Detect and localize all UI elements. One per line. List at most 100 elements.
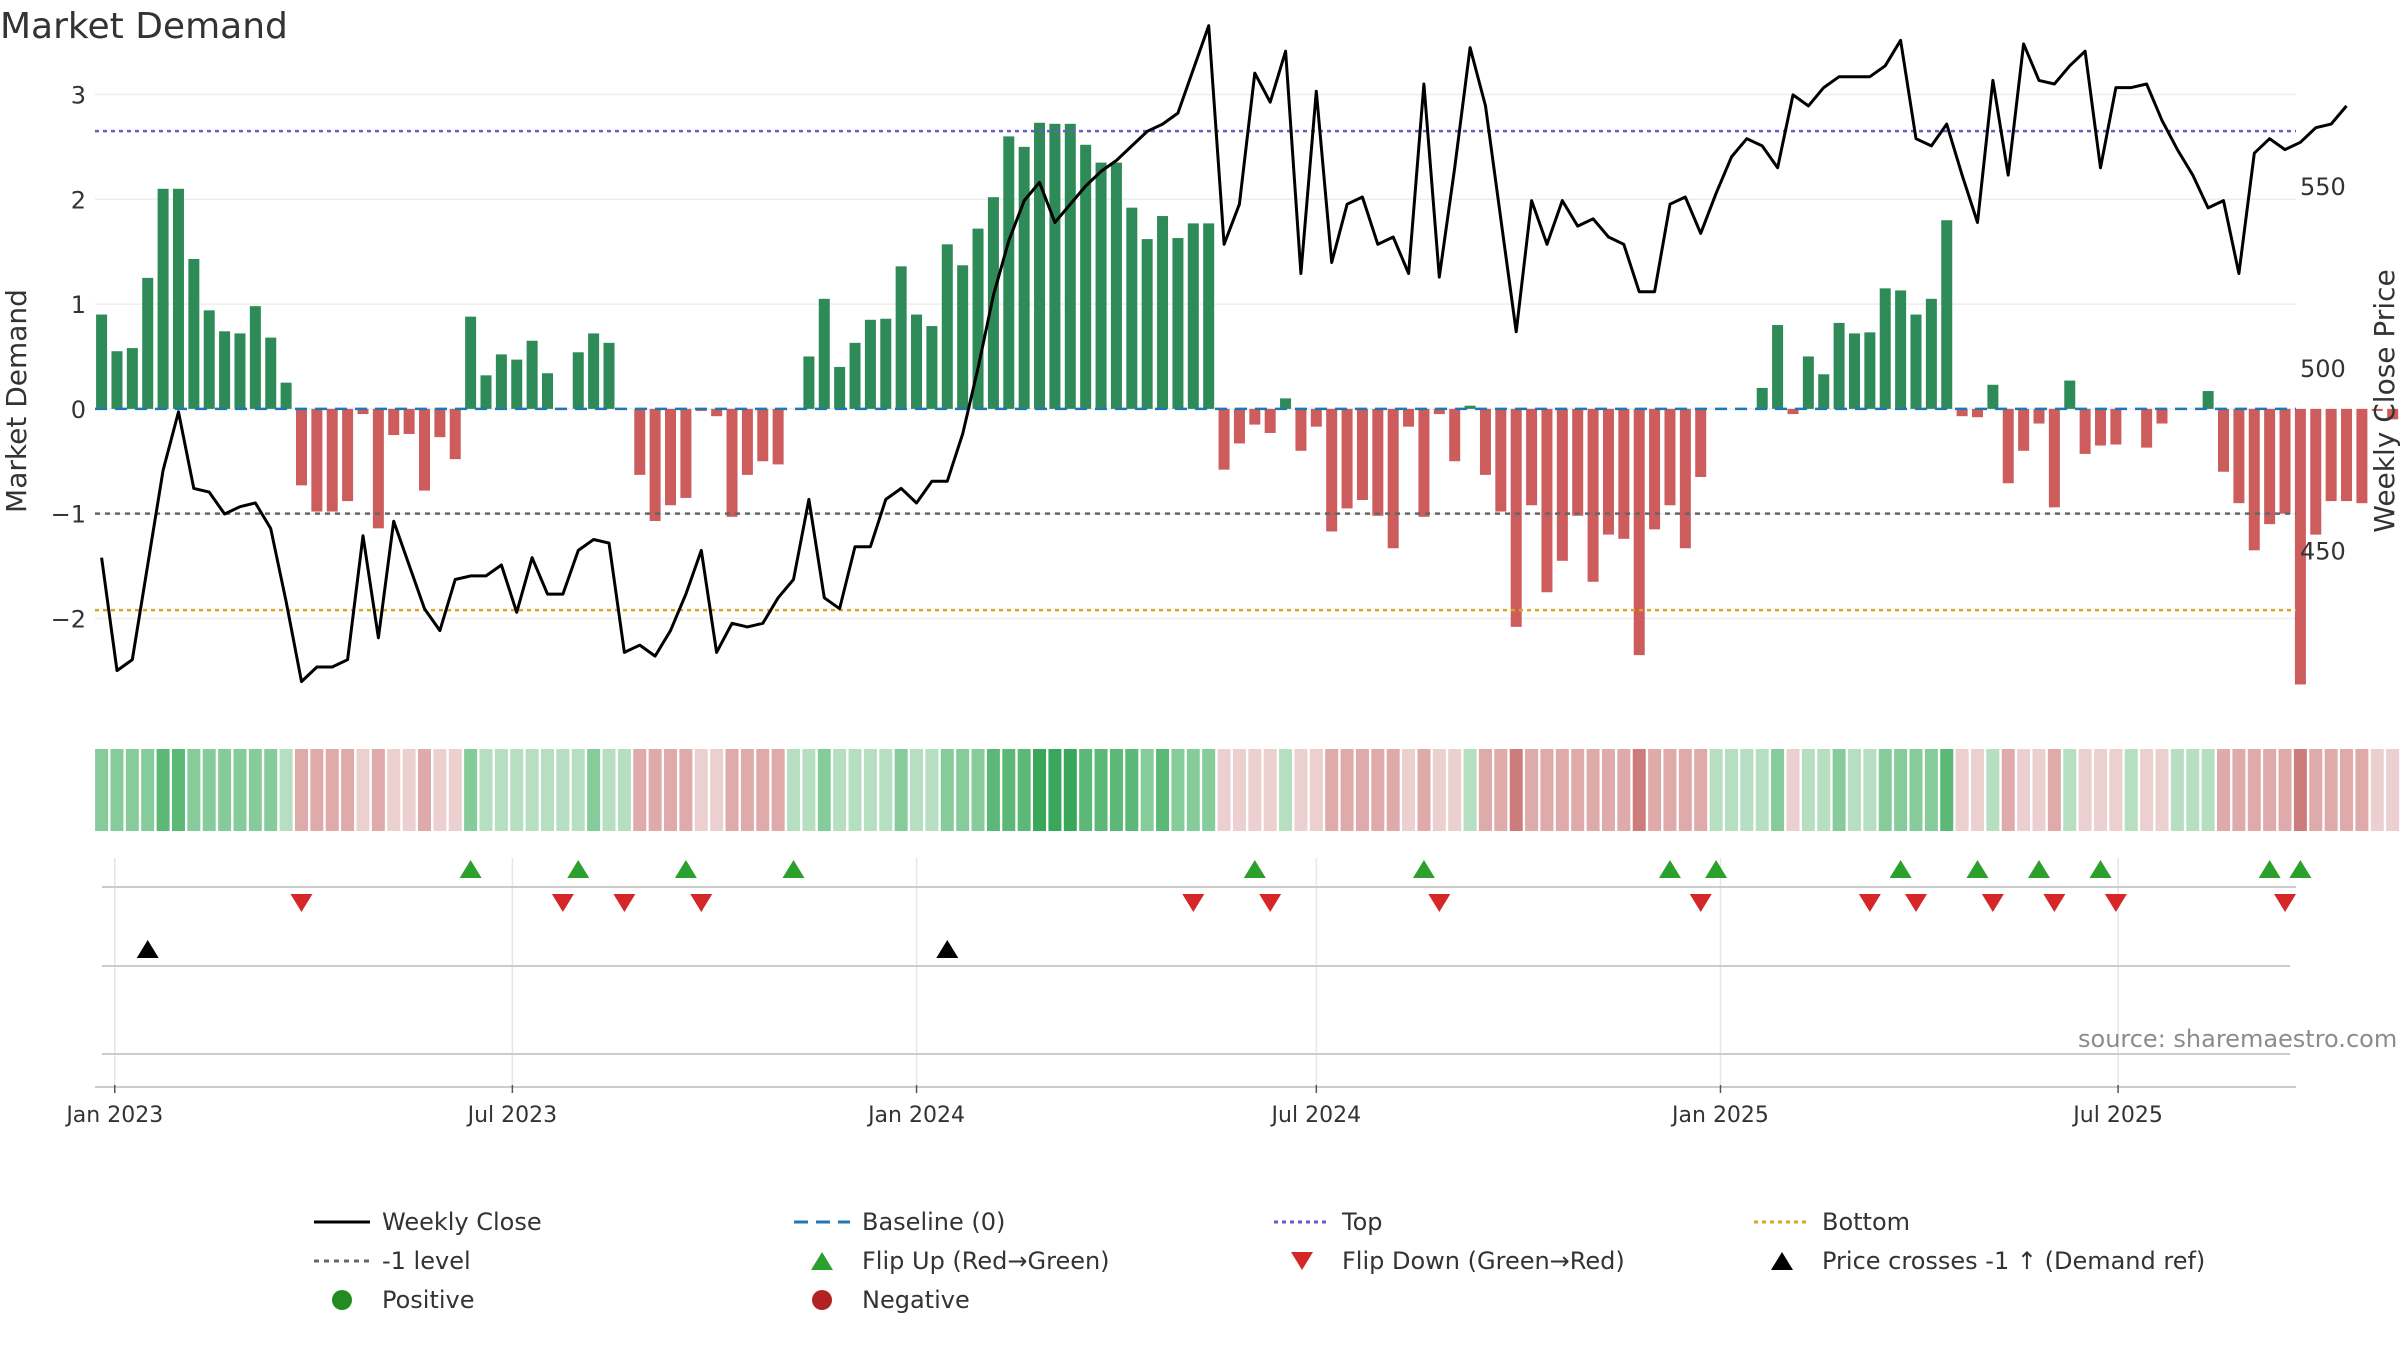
negative-bar bbox=[649, 408, 661, 521]
positive-bar bbox=[1110, 162, 1122, 409]
regime-cell bbox=[1279, 749, 1293, 831]
negative-bar bbox=[1679, 408, 1691, 549]
x-tick-label: Jan 2023 bbox=[64, 1103, 163, 1128]
weekly-close-line bbox=[100, 24, 2348, 684]
chart-title: Market Demand bbox=[0, 6, 288, 47]
regime-cell bbox=[294, 749, 308, 831]
regime-cell bbox=[1847, 749, 1861, 831]
regime-cell bbox=[2201, 749, 2215, 831]
negative-bar bbox=[1372, 408, 1384, 516]
x-axis: Jan 2023 Jul 2023 Jan 2024 Jul 2024 Jan 2025… bbox=[64, 1085, 2163, 1128]
negative-bar bbox=[741, 408, 753, 475]
regime-cell bbox=[1832, 749, 1846, 831]
regime-cell bbox=[1694, 749, 1708, 831]
negative-bar bbox=[1971, 408, 1983, 418]
regime-cell bbox=[1478, 749, 1492, 831]
y-tick-label: 0 bbox=[71, 396, 86, 424]
regime-cell bbox=[464, 749, 478, 831]
regime-cell bbox=[1678, 749, 1692, 831]
flip-down-marker bbox=[2043, 894, 2066, 912]
regime-cell bbox=[2017, 749, 2031, 831]
x-tick-label: Jul 2024 bbox=[1270, 1103, 1362, 1128]
positive-bar bbox=[126, 348, 138, 409]
positive-bar bbox=[1203, 223, 1215, 409]
regime-cell bbox=[587, 749, 601, 831]
negative-bar bbox=[1356, 408, 1368, 501]
regime-cell bbox=[1048, 749, 1062, 831]
y-axis-title: Market Demand bbox=[0, 289, 33, 513]
regime-cell bbox=[1555, 749, 1569, 831]
regime-cell bbox=[1601, 749, 1615, 831]
positive-bar bbox=[465, 316, 477, 409]
regime-cell bbox=[1063, 749, 1077, 831]
positive-bar bbox=[849, 342, 861, 409]
positive-bar bbox=[1925, 298, 1937, 409]
regime-cell bbox=[602, 749, 616, 831]
negative-bar bbox=[2018, 408, 2030, 451]
y-tick-label: −1 bbox=[51, 501, 86, 529]
negative-bar bbox=[2310, 408, 2322, 535]
event-rows bbox=[95, 860, 2312, 1088]
positive-bar bbox=[265, 337, 277, 409]
regime-cell bbox=[171, 749, 185, 831]
positive-bar bbox=[1003, 136, 1015, 409]
regime-cell bbox=[2032, 749, 2046, 831]
negative-bar bbox=[1418, 408, 1430, 517]
regime-cell bbox=[1325, 749, 1339, 831]
regime-cell bbox=[494, 749, 508, 831]
positive-bar bbox=[480, 375, 492, 409]
regime-cell bbox=[2001, 749, 2015, 831]
regime-cell bbox=[525, 749, 539, 831]
regime-cell bbox=[1771, 749, 1785, 831]
negative-bar bbox=[634, 408, 646, 475]
regime-cell bbox=[2324, 749, 2338, 831]
positive-bar bbox=[1987, 384, 1999, 409]
y2-axis-title: Weekly Close Price bbox=[2368, 269, 2400, 532]
regime-cell bbox=[940, 749, 954, 831]
regime-cell bbox=[894, 749, 908, 831]
positive-bar bbox=[926, 326, 938, 409]
regime-cell bbox=[1509, 749, 1523, 831]
negative-bar bbox=[1787, 408, 1799, 415]
regime-cell bbox=[1248, 749, 1262, 831]
flip-down-marker bbox=[1981, 894, 2004, 912]
regime-cell bbox=[571, 749, 585, 831]
regime-cell bbox=[141, 749, 155, 831]
regime-cell bbox=[233, 749, 247, 831]
positive-bar bbox=[572, 352, 584, 409]
regime-cell bbox=[910, 749, 924, 831]
positive-bar bbox=[803, 356, 815, 409]
regime-cell bbox=[2063, 749, 2077, 831]
y-tick-label: 3 bbox=[71, 81, 86, 109]
regime-cell bbox=[417, 749, 431, 831]
regime-cell bbox=[2140, 749, 2154, 831]
regime-cell bbox=[2047, 749, 2061, 831]
positive-bar bbox=[280, 382, 292, 409]
negative-bar bbox=[1541, 408, 1553, 593]
positive-bar bbox=[1941, 220, 1953, 409]
x-tick-label: Jan 2024 bbox=[866, 1103, 965, 1128]
regime-cell bbox=[125, 749, 139, 831]
negative-bar bbox=[1233, 408, 1245, 444]
negative-bar bbox=[1341, 408, 1353, 509]
regime-cell bbox=[1817, 749, 1831, 831]
regime-cell bbox=[1156, 749, 1170, 831]
positive-bar bbox=[957, 265, 969, 409]
positive-bar bbox=[2202, 391, 2214, 409]
regime-cell bbox=[1863, 749, 1877, 831]
negative-bar bbox=[2110, 408, 2122, 445]
positive-bar bbox=[1802, 356, 1814, 409]
regime-cell bbox=[971, 749, 985, 831]
negative-bar bbox=[342, 408, 354, 502]
regime-cell bbox=[1663, 749, 1677, 831]
negative-bar bbox=[2341, 408, 2353, 502]
positive-bar bbox=[172, 188, 184, 409]
negative-bar bbox=[2079, 408, 2091, 454]
regime-cell bbox=[402, 749, 416, 831]
positive-bar bbox=[603, 342, 615, 409]
negative-bar bbox=[2279, 408, 2291, 514]
positive-bar bbox=[1187, 223, 1199, 409]
regime-cell bbox=[1617, 749, 1631, 831]
positive-bar bbox=[157, 188, 169, 409]
positive-bar bbox=[495, 354, 507, 409]
